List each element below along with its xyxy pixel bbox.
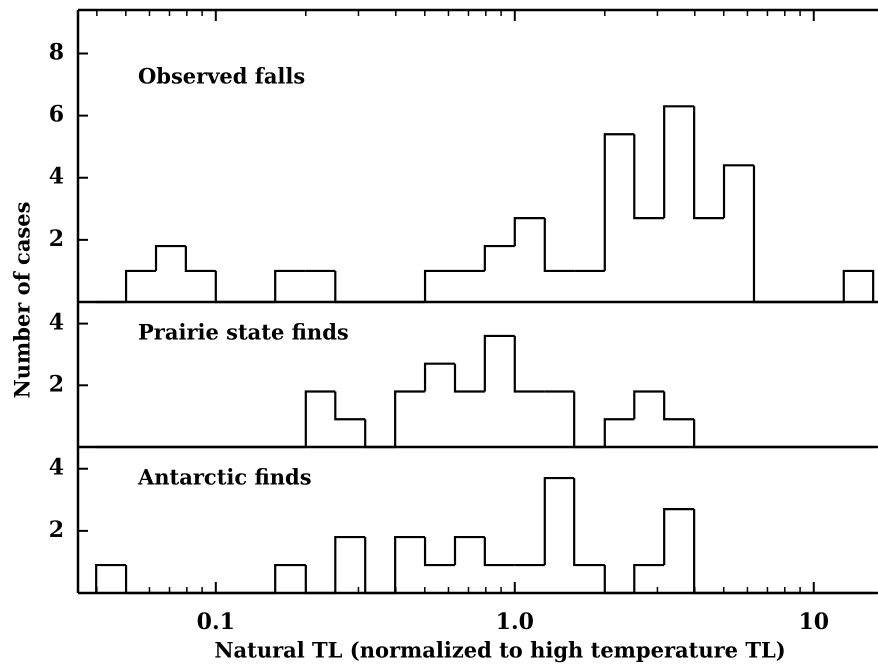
histogram-bar [633,390,665,420]
histogram-bar [693,419,725,449]
histogram-bar [513,217,545,247]
x-tick-label: 10 [798,609,829,635]
histogram-bar [334,270,366,304]
histogram-bar [364,537,396,595]
y-tick-label: 8 [49,39,64,65]
histogram-bar [603,418,635,447]
histogram-bar [394,535,426,593]
histogram-bar [214,270,246,304]
histogram-bar [364,419,396,449]
y-tick-label: 2 [49,371,64,397]
histogram-bar [483,334,515,392]
histogram-bar [124,269,157,302]
histogram-bar [543,476,575,566]
histogram-bar [423,537,455,567]
histogram-bar [334,535,366,593]
histogram-bar [513,335,545,393]
y-tick-label: 4 [49,455,64,481]
histogram-bar [453,535,485,566]
histogram-bar [453,363,485,393]
histogram-bar [752,165,784,304]
histogram-bar [394,390,426,447]
histogram-bar [603,133,635,271]
histogram-bar [663,391,695,421]
histogram-bar [95,563,127,593]
histogram-bar [693,106,725,220]
histogram-bar [633,563,665,593]
panel-title: Prairie state finds [138,320,349,345]
histogram-bar [274,563,306,593]
y-tick-label: 4 [49,310,64,336]
histogram-bar [184,246,216,273]
histogram-bar [154,244,186,271]
histogram-bar [573,391,605,449]
histogram-bar [334,391,366,421]
histogram-bar [274,269,306,302]
panel-title: Observed falls [138,64,305,89]
histogram-bar [722,164,754,219]
histogram-bar [543,218,575,273]
y-axis-label: Number of cases [10,202,35,399]
y-tick-label: 2 [49,226,64,252]
histogram-bar [483,244,515,271]
histogram-bar [483,537,515,567]
histogram-bar [304,390,336,447]
histogram-bar [842,269,875,302]
histogram-bar [663,508,695,566]
y-tick-label: 6 [49,102,64,128]
x-tick-label: 0.1 [197,609,235,635]
panel-title: Antarctic finds [137,465,312,490]
y-tick-label: 4 [49,164,64,190]
histogram-bar [633,134,665,220]
histogram-bar [423,269,455,302]
x-tick-label: 1.0 [496,609,534,635]
histogram-bar [573,478,605,567]
x-axis-label: Natural TL (normalized to high temperatu… [214,638,785,663]
y-tick-label: 2 [49,517,64,543]
histogram-bar [423,362,455,392]
histogram-bar [663,105,695,219]
